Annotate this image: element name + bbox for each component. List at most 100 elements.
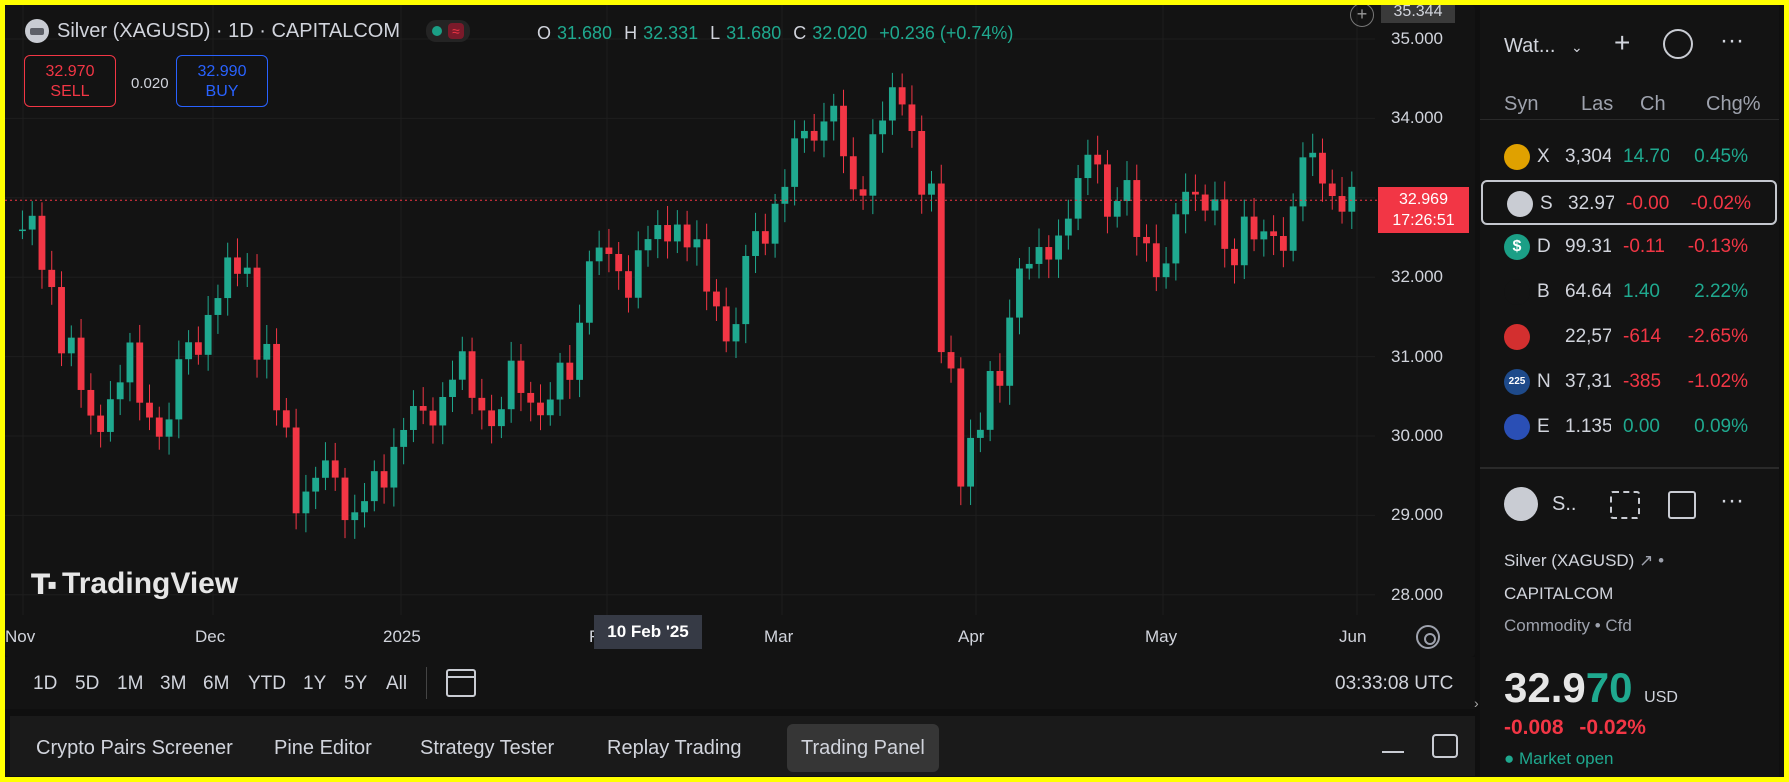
candle-body	[1231, 248, 1238, 266]
bottom-panel-tabs: Crypto Pairs Screener Pine Editor Strate…	[10, 716, 1475, 776]
range-1m[interactable]: 1M	[117, 673, 144, 694]
candle-body	[732, 324, 740, 342]
price-tick-label: 35.000	[1391, 29, 1443, 48]
watchlist-row[interactable]: $ D 99.31 -0.11 -0.13%	[1480, 225, 1779, 270]
candle-body	[478, 397, 486, 411]
range-5d[interactable]: 5D	[75, 673, 100, 694]
watchlist-row[interactable]: 225 N 37,31 -385 -1.02%	[1480, 360, 1779, 405]
edit-note-icon[interactable]	[1668, 491, 1696, 519]
candle-body	[1084, 154, 1092, 179]
candle-body	[175, 359, 183, 420]
watchlist-row[interactable]: SI 32.97 -0.00 -0.02%	[1481, 180, 1777, 225]
candle-body	[556, 362, 564, 400]
more-options-icon[interactable]: ···	[1720, 27, 1744, 54]
add-alert-icon[interactable]: +	[1350, 5, 1374, 27]
calendar-goto-date-icon[interactable]	[446, 669, 476, 697]
col-symbol[interactable]: Syn	[1504, 93, 1539, 115]
chart-pane[interactable]: Silver (XAGUSD) · 1D · CAPITALCOM ≈ O 31.…	[5, 5, 1475, 657]
range-5y[interactable]: 5Y	[344, 673, 368, 694]
candle-body	[400, 429, 408, 447]
utc-clock[interactable]: 03:33:08 UTC	[1335, 673, 1454, 694]
candle-body	[693, 239, 701, 248]
tab-trading-panel[interactable]: Trading Panel	[787, 724, 939, 772]
buy-price: 32.990	[197, 63, 247, 80]
candle-body	[1123, 180, 1131, 202]
candle-body	[468, 351, 476, 398]
range-1y[interactable]: 1Y	[303, 673, 327, 694]
crosshair-date-label: 10 Feb '25	[594, 615, 702, 649]
detail-price-main: 32.9	[1504, 664, 1586, 711]
row-change-pct: 0.09%	[1694, 416, 1748, 437]
sell-button[interactable]: 32.970 SELL	[24, 55, 116, 107]
candle-body	[634, 250, 642, 298]
candle-body	[263, 343, 271, 360]
col-change[interactable]: Ch	[1640, 93, 1666, 115]
external-link-icon[interactable]: ↗	[1639, 551, 1654, 570]
row-change: 1.40	[1623, 281, 1660, 302]
candle-body	[898, 87, 906, 105]
col-change-pct[interactable]: Chg%	[1706, 93, 1761, 115]
divider	[426, 667, 427, 699]
close-value: 32.020	[812, 23, 868, 43]
watchlist-row[interactable]: EI 1.135 0.00 0.09%	[1480, 405, 1779, 450]
candle-body	[761, 231, 769, 244]
candle-body	[722, 306, 730, 342]
candle-body	[781, 186, 789, 204]
candlestick-chart[interactable]	[5, 5, 1475, 657]
spread-value: 0.020	[131, 75, 169, 92]
open-value: 31.680	[557, 23, 613, 43]
tradingview-logo[interactable]: ꓔ▪ TradingView	[31, 567, 238, 601]
tab-strategy-tester[interactable]: Strategy Tester	[420, 737, 555, 759]
candle-body	[146, 402, 153, 418]
col-last[interactable]: Las	[1581, 93, 1614, 115]
current-price: 32.969	[1399, 191, 1448, 208]
layout-grid-icon[interactable]	[1610, 491, 1640, 519]
market-status-pill[interactable]: ≈	[426, 20, 470, 42]
price-tick-label: 32.000	[1391, 267, 1443, 287]
candle-body	[791, 138, 799, 187]
candle-body	[302, 491, 310, 514]
symbol-legend[interactable]: Silver (XAGUSD) · 1D · CAPITALCOM ≈	[25, 19, 470, 43]
candle-body	[409, 406, 417, 430]
range-6m[interactable]: 6M	[203, 673, 230, 694]
candle-body	[771, 203, 779, 244]
tab-replay-trading[interactable]: Replay Trading	[607, 737, 742, 759]
collapse-sidebar-chevron-icon[interactable]: ›	[1474, 695, 1479, 711]
candle-body	[234, 257, 241, 274]
row-symbol: D	[1537, 236, 1551, 257]
detail-short-name[interactable]: S..	[1552, 493, 1577, 515]
range-3m[interactable]: 3M	[160, 673, 187, 694]
tab-pine-editor[interactable]: Pine Editor	[274, 737, 372, 759]
row-last: 37,31	[1565, 371, 1611, 392]
detail-currency: USD	[1644, 689, 1678, 706]
candle-body	[58, 287, 65, 354]
chart-settings-gear-icon[interactable]	[1416, 625, 1440, 649]
watchlist-title: Wat...	[1504, 35, 1556, 57]
candle-body	[390, 446, 398, 488]
add-symbol-plus-icon[interactable]: +	[1614, 27, 1631, 58]
pie-chart-icon[interactable]	[1663, 29, 1693, 59]
candle-body	[1094, 154, 1102, 165]
candle-body	[106, 399, 114, 432]
buy-button[interactable]: 32.990 BUY	[176, 55, 268, 107]
candle-body	[908, 104, 916, 132]
candle-body	[820, 121, 828, 141]
more-options-icon[interactable]: ···	[1720, 487, 1744, 514]
watchlist-row[interactable]: X 3,304 14.70 0.45%	[1480, 135, 1779, 180]
candle-body	[928, 183, 935, 195]
candle-body	[957, 368, 965, 487]
row-last: 64.64	[1565, 281, 1611, 302]
maximize-panel-icon[interactable]	[1432, 734, 1458, 758]
candle-body	[585, 261, 593, 323]
range-all[interactable]: All	[386, 673, 408, 694]
range-1d[interactable]: 1D	[33, 673, 58, 694]
watchlist-row[interactable]: B 64.64 1.40 2.22%	[1480, 270, 1779, 315]
watchlist-title-dropdown[interactable]: Wat... ⌄	[1504, 35, 1583, 58]
watchlist-row[interactable]: 22,57 -614 -2.65%	[1480, 315, 1779, 360]
minimize-panel-icon[interactable]	[1382, 751, 1404, 753]
detail-symbol-name[interactable]: Silver (XAGUSD)	[1504, 551, 1635, 570]
candle-body	[996, 370, 1004, 386]
tab-crypto-pairs-screener[interactable]: Crypto Pairs Screener	[36, 737, 233, 759]
buy-label: BUY	[205, 83, 239, 100]
range-ytd[interactable]: YTD	[248, 673, 286, 694]
